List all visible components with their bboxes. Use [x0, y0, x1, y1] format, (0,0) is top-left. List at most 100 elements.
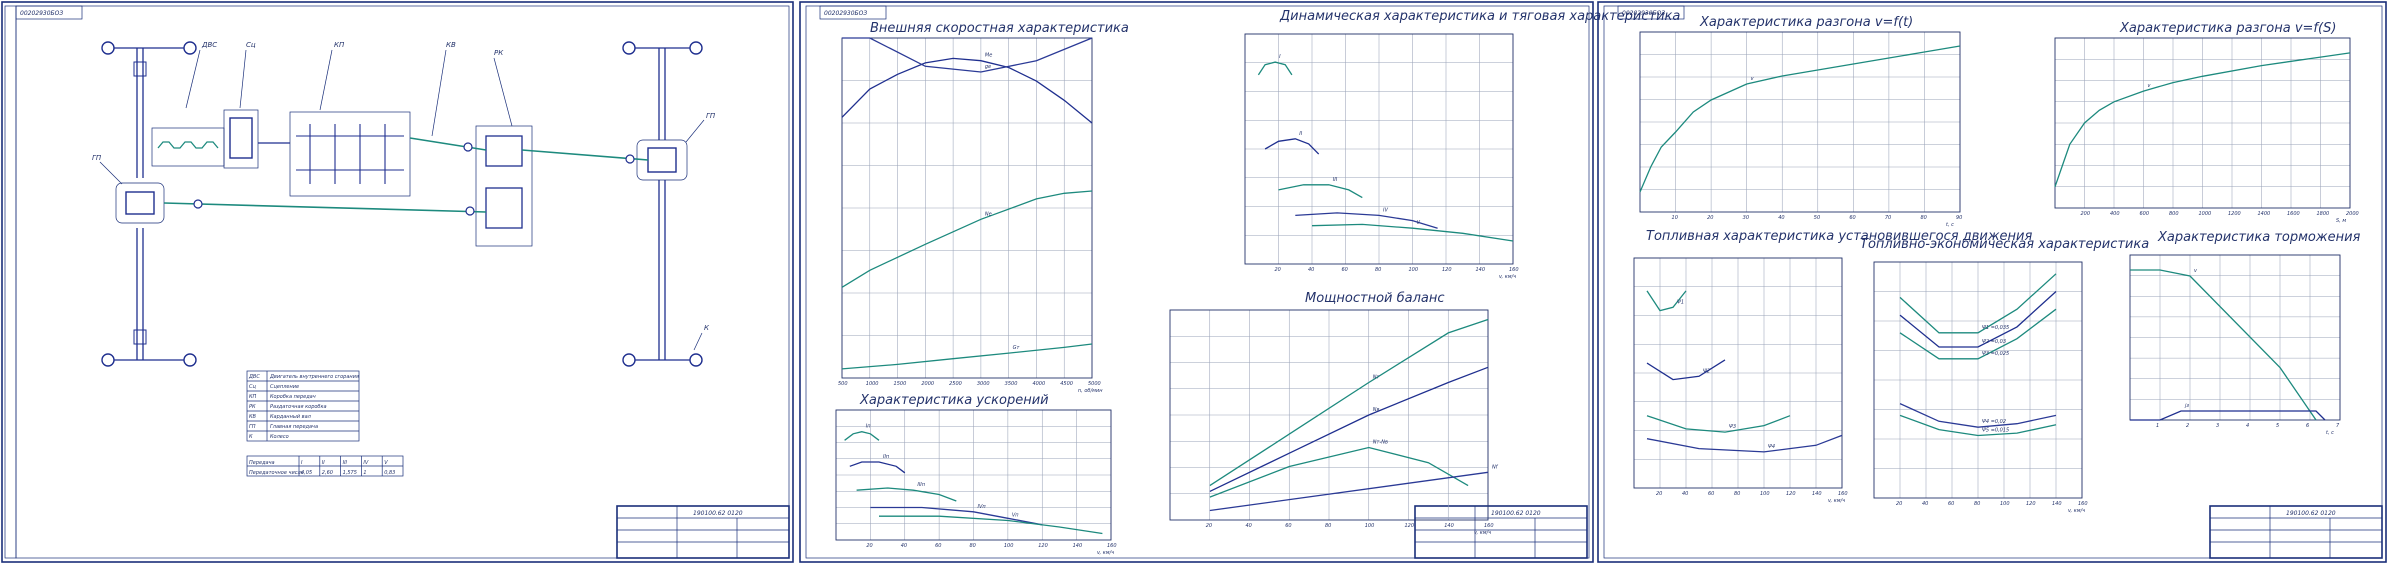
chart-0: 500 1000 1500 2000 2500 3000 3500 4000 4500 5000n… [838, 37, 1103, 394]
legend-table: ДВС Двигатель внутреннего сгорания Сц Сцепл… [246, 370, 360, 442]
legend-description: Главная передача [270, 424, 318, 430]
x-tick-label: 40 [1922, 501, 1928, 507]
label-gearbox: КП [334, 41, 345, 49]
doc-code-3: 190100.62 0120 [2286, 510, 2336, 517]
x-tick-label: 160 [1509, 267, 1519, 273]
series-label: ge [985, 64, 991, 70]
series-line [1646, 415, 1791, 433]
x-tick-label: 140 [1444, 523, 1454, 529]
ratio-value: 4,05 [301, 470, 312, 476]
series-label: jз [2184, 403, 2189, 409]
x-tick-label: 100 [1409, 267, 1419, 273]
series-label: Nт [1373, 375, 1381, 381]
x-tick-label: 160 [1484, 523, 1494, 529]
x-tick-label: 5000 [1088, 381, 1101, 387]
title-block-2: 190100.62 0120 [1414, 505, 1588, 559]
chart-frame [835, 409, 1112, 541]
series-line [841, 57, 1093, 124]
ratio-header: I [301, 460, 303, 466]
x-tick-label: 100 [2000, 501, 2010, 507]
x-tick-label: 3 [2216, 423, 2219, 429]
series-label: Nв [1373, 407, 1380, 413]
series-line [879, 515, 1103, 535]
x-tick-label: 100 [1760, 491, 1770, 497]
x-tick-label: 2000 [921, 381, 934, 387]
series-label: Ψ3 =0,025 [1982, 351, 2009, 357]
title-fuel-econ: Топливно-экономическая характеристика [1860, 237, 2149, 252]
series-label: III [1333, 177, 1338, 183]
series-line [841, 190, 1093, 288]
series-label: v [2194, 268, 2198, 274]
x-tick-label: 140 [1073, 543, 1083, 549]
chart-frame [1873, 261, 2083, 499]
x-tick-label: 2500 [949, 381, 962, 387]
x-tick-label: 40 [901, 543, 907, 549]
legend-description: Двигатель внутреннего сгорания [269, 374, 359, 380]
series-line [849, 461, 906, 474]
title-accel-dist: Характеристика разгона v=f(S) [2119, 21, 2336, 36]
x-axis-label: t, c [1946, 222, 1954, 228]
x-axis-label: v, км/ч [1474, 530, 1491, 536]
x-tick-label: 600 [2140, 211, 2150, 217]
series-label: IVп [978, 504, 987, 510]
series-label: Vп [1012, 513, 1019, 519]
chart-frame [1633, 257, 1843, 489]
series-line [1264, 138, 1320, 155]
x-tick-label: 400 [2110, 211, 2120, 217]
wheel-rrl-icon [622, 353, 636, 367]
x-axis-label: t, c [2326, 430, 2334, 436]
legend-description: Колесо [270, 434, 289, 440]
x-tick-label: 100 [1004, 543, 1014, 549]
series-label: II [1299, 131, 1302, 137]
chart-frame [1639, 31, 1961, 213]
x-tick-label: 1400 [2258, 211, 2271, 217]
x-tick-label: 80 [1325, 523, 1331, 529]
series-line [2130, 269, 2317, 421]
x-tick-label: 50 [1814, 215, 1820, 221]
wheel-fr-icon [183, 41, 197, 55]
doc-code-1: 190100.62 0120 [693, 510, 743, 517]
label-clutch: Сц [246, 41, 256, 49]
x-tick-label: 40 [1308, 267, 1314, 273]
series-line [1278, 184, 1363, 199]
x-tick-label: 1500 [894, 381, 907, 387]
series-line [1311, 223, 1514, 242]
x-tick-label: 1800 [2317, 211, 2330, 217]
title-block-3: 190100.62 0120 [2209, 505, 2383, 559]
x-axis-label: v, км/ч [1828, 498, 1845, 504]
title-fuel-steady: Топливная характеристика установившегося… [1646, 229, 2032, 244]
x-tick-label: 200 [2081, 211, 2091, 217]
chart-4: 10 20 30 40 50 60 70 80 90t, c v [1639, 31, 1962, 228]
sheet-3: 00202930БОЗ Характеристика разгона v=f(t… [1597, 1, 2387, 563]
series-line [1639, 45, 1961, 193]
series-line [1899, 308, 2057, 360]
x-axis-label: v, км/ч [1097, 550, 1114, 556]
ratio-header: II [322, 460, 325, 466]
x-axis-label: S, м [2336, 218, 2346, 224]
title-braking: Характеристика торможения [2157, 230, 2361, 245]
series-line [1899, 291, 2057, 348]
x-tick-label: 1200 [2228, 211, 2241, 217]
x-tick-label: 20 [1896, 501, 1902, 507]
series-line [1899, 414, 2057, 437]
series-line [1646, 359, 1726, 381]
series-line [1899, 273, 2057, 334]
wheel-rfr-icon [689, 41, 703, 55]
x-tick-label: 800 [2169, 211, 2179, 217]
ratio-header: Передача [249, 460, 275, 466]
x-tick-label: 20 [866, 543, 872, 549]
doc-code-2: 190100.62 0120 [1491, 510, 1541, 517]
series-line [842, 37, 1093, 73]
series-label: Ψ4 [1768, 444, 1775, 450]
x-tick-label: 80 [1920, 215, 1926, 221]
series-line [1209, 366, 1489, 492]
x-tick-label: 40 [1246, 523, 1252, 529]
x-tick-label: 1 [2156, 423, 2159, 429]
legend-code: К [249, 434, 253, 440]
legend-description: Раздаточная коробка [270, 404, 327, 410]
chart-8: 1 2 3 4 5 6 7t, c v jз [2129, 254, 2341, 436]
legend-description: Сцепление [270, 384, 299, 390]
wheel-rr-icon [183, 353, 197, 367]
